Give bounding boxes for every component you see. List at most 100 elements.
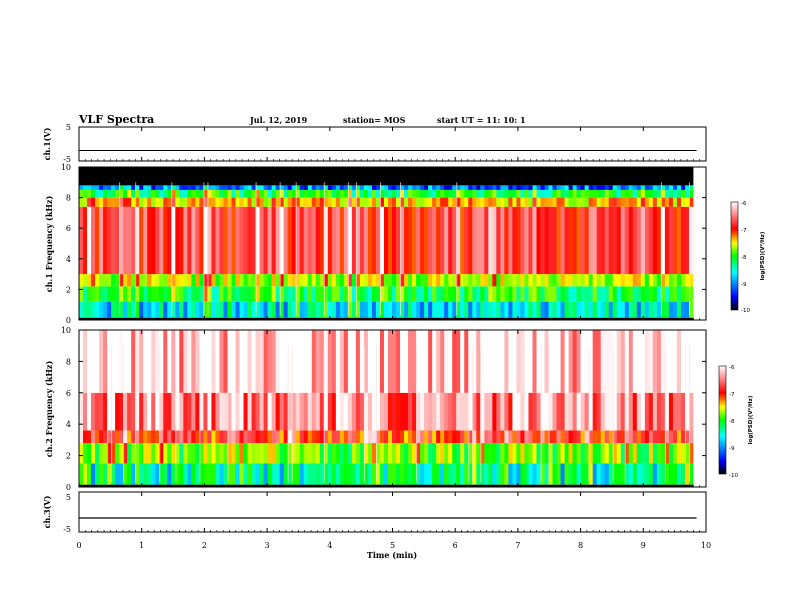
spec1-cell [684,301,690,318]
spec1-cell [379,286,385,302]
spec1-cell [91,301,96,318]
spec1-cell [508,185,513,190]
spec1-cell [524,301,529,318]
spec1-cell [331,317,337,320]
spec1-cell [672,301,678,318]
spec2-cell [392,484,397,487]
spec1-cell [680,167,686,186]
spec1-cell [592,301,598,318]
spec2-cell [408,392,413,431]
spec-ytick-label: 0 [66,483,71,492]
spec1-cell [420,274,425,287]
spec2-cell [632,330,638,393]
spec1-cell [151,286,156,302]
spec2-cell [684,392,690,431]
spec1-cell [528,274,533,287]
spec2-cell [287,463,293,485]
spec2-cell [87,463,92,485]
spec1-cell [688,301,694,318]
spec2-cell [243,392,248,431]
spec2-cell [131,463,136,485]
spec2-cell [375,330,381,393]
spec1-cell [191,317,196,320]
spec1-cell [267,197,273,207]
spec1-cell [79,286,84,302]
spec2-cell [231,443,236,464]
spec1-cell [123,301,128,318]
spec1-cell [636,301,642,318]
spec1-cell [616,301,622,318]
spec1-cell [400,167,405,186]
spec2-cell [275,463,281,485]
spec1-cell [664,301,670,318]
spec1-cell [632,206,638,275]
spec1-cell [263,317,269,320]
spec2-cell [428,463,433,485]
spec2-cell [428,330,433,393]
spec1-cell [436,185,441,190]
spec1-cell [416,197,421,207]
spec1-cell [271,286,277,302]
spec1-cell [311,206,317,275]
spec2-cell [488,392,493,431]
spec2-cell [111,463,116,485]
spec2-cell [572,392,578,431]
spec2-cell [396,430,401,444]
spec2-cell [388,392,393,431]
spec2-cell [379,463,385,485]
spec1-cell [87,274,92,287]
spec1-cell [271,189,277,198]
spec1-cell [472,185,477,190]
spec-ytick-label: 2 [66,452,71,461]
spec2-cell [203,392,208,431]
spec1-cell [259,274,264,287]
spec2-cell [95,330,100,393]
spec1-cell [668,206,674,275]
spec2-cell [684,463,690,485]
spec2-cell [323,484,329,487]
spec2-cell [323,430,329,444]
spec1-cell [151,189,156,198]
spec1-cell [343,197,349,207]
spec2-cell [99,430,104,444]
spec1-cell [464,301,469,318]
spec1-cell [680,185,686,190]
spec1-cell [331,189,337,198]
spec1-cell [203,189,208,198]
spec2-cell [231,484,236,487]
spec1-cell [119,167,124,186]
spec1-cell [251,197,256,207]
spec2-cell [155,430,160,444]
spec2-cell [448,392,453,431]
spec2-cell [572,463,578,485]
spec1-cell [516,167,521,186]
spec-ytick-label: 10 [61,163,71,172]
spec2-cell [652,463,658,485]
spec2-cell [628,443,634,464]
spec1-cell [556,286,561,302]
spec1-cell [143,286,148,302]
spec1-cell [115,206,120,275]
spec2-cell [460,443,465,464]
spec1-cell [299,286,305,302]
spec1-cell [536,274,541,287]
spec2-cell [279,443,285,464]
spec1-cell [115,274,120,287]
spec2-cell [115,330,120,393]
spec1-cell [327,197,333,207]
spec2-cell [560,430,565,444]
spec1-cell [83,286,88,302]
spec2-cell [179,392,184,431]
spec1-cell [163,189,168,198]
spec1-cell [135,185,140,190]
spec1-cell [283,185,289,190]
spec1-cell [359,301,365,318]
spec1-cell [355,317,361,320]
ch3-voltage-ytick-top: 5 [66,493,71,502]
spec2-cell [247,443,252,464]
spec2-burst [468,345,470,483]
spec1-cell [323,197,329,207]
spec2-cell [319,330,325,393]
spec2-cell [327,430,333,444]
